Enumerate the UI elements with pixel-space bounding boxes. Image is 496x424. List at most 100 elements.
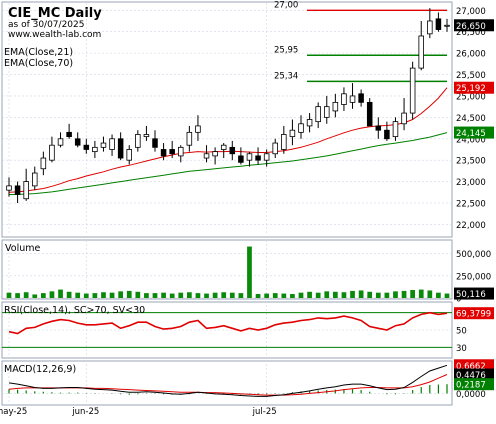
candle [135, 130, 141, 152]
candle-body [418, 35, 424, 69]
volume-bar [212, 292, 218, 298]
volume-bar [332, 291, 338, 298]
rsi-lines [2, 311, 452, 348]
candle-body [117, 138, 124, 159]
price-tick-label: 25,500 [456, 71, 486, 81]
candle-body [126, 149, 132, 161]
candle [40, 151, 47, 176]
price-tick-label: 22,500 [456, 200, 486, 210]
macd-last-label-bg [454, 368, 494, 381]
chart-title: CIE_MC Daily [8, 6, 102, 21]
rsi-last-label-text: 69,3799 [456, 310, 491, 320]
candle [109, 134, 115, 156]
candle [366, 98, 373, 127]
candle-body [143, 134, 150, 138]
candle [375, 117, 382, 139]
volume-bar [152, 293, 158, 298]
macd-last-label: 0,2187 [454, 378, 494, 391]
price-tick-label: 26,500 [456, 28, 486, 38]
volume-bar [204, 293, 209, 298]
volume-bar [126, 290, 132, 298]
volume-bar [410, 290, 416, 298]
volume-bar [49, 291, 55, 298]
candle-body [57, 138, 64, 146]
candle-body [409, 67, 416, 114]
volume-bar [58, 289, 63, 298]
volume-bar [281, 293, 287, 298]
volume-bar [427, 290, 433, 298]
candle [126, 145, 132, 165]
candle-body [298, 123, 304, 133]
candle [220, 143, 227, 159]
candle-body [427, 20, 433, 35]
volume-bar [358, 290, 364, 298]
candle [427, 8, 433, 39]
rsi-last-label-bg [454, 307, 494, 320]
macd-last-label-text: 0,2187 [456, 381, 486, 391]
candle-body [49, 144, 55, 161]
x-tick-label: may-25 [0, 407, 27, 417]
candle [74, 132, 81, 148]
price-grid [2, 3, 452, 234]
level-label: 27,00 [274, 0, 298, 10]
candle [409, 61, 416, 120]
rsi-tick-label: 30 [456, 344, 467, 354]
volume-bar [298, 292, 304, 298]
price-last-label-text: 26,650 [456, 22, 486, 32]
ema21-line [8, 87, 448, 193]
candle-body [392, 121, 399, 138]
rsi-line [8, 311, 448, 335]
volume-bar [221, 292, 227, 298]
macd-line [8, 364, 448, 397]
volume-title: Volume [5, 243, 40, 254]
candle-body [289, 129, 296, 138]
volume-bar [401, 290, 407, 298]
volume-bar [341, 292, 347, 298]
price-last-label: 24,145 [454, 126, 494, 139]
volume-pane-frame [1, 239, 453, 300]
candle [23, 168, 29, 201]
macd-tick-label: 0,0000 [456, 390, 486, 400]
candle [238, 147, 244, 165]
candle-body [238, 155, 244, 163]
volume-bar [367, 291, 373, 298]
candle-body [203, 153, 210, 159]
volume-bar [272, 293, 278, 298]
volume-bar [195, 293, 201, 298]
price-last-label: 25,192 [454, 81, 494, 94]
volume-bar [350, 290, 355, 298]
volume-bar [255, 294, 261, 298]
macd-last-label-bg [454, 378, 494, 391]
candle [32, 166, 38, 191]
volume-tick-label: 250,000 [456, 272, 491, 282]
candle [143, 125, 150, 141]
volume-bar [92, 293, 98, 298]
candle-body [83, 144, 90, 150]
macd-last-label-text: 0,6662 [456, 362, 486, 372]
candle [298, 115, 304, 139]
candle-body [6, 185, 12, 191]
candle-body [100, 142, 107, 148]
candle [324, 95, 330, 124]
candle [358, 89, 364, 107]
candle [169, 140, 175, 159]
volume-bar [161, 292, 166, 298]
volume-last-label-bg [454, 287, 494, 300]
candle-body [74, 138, 81, 146]
candle [186, 125, 193, 152]
level-lines: 27,00 25,95 25,34 [274, 0, 447, 83]
price-tick-label: 23,500 [456, 157, 486, 167]
candle [418, 20, 424, 71]
volume-bar [32, 294, 38, 298]
candle-body [281, 134, 287, 150]
candle-body [349, 95, 356, 103]
volume-bar [6, 292, 12, 298]
last-value-labels: 26,650 25,192 24,145 50,116 69,3799 0,66620,4… [454, 19, 494, 391]
candle-body [220, 144, 227, 150]
candle-body [160, 149, 167, 157]
candle [384, 121, 390, 141]
candle [14, 181, 21, 204]
macd-last-label-bg [454, 359, 494, 372]
volume-bar [40, 293, 46, 298]
